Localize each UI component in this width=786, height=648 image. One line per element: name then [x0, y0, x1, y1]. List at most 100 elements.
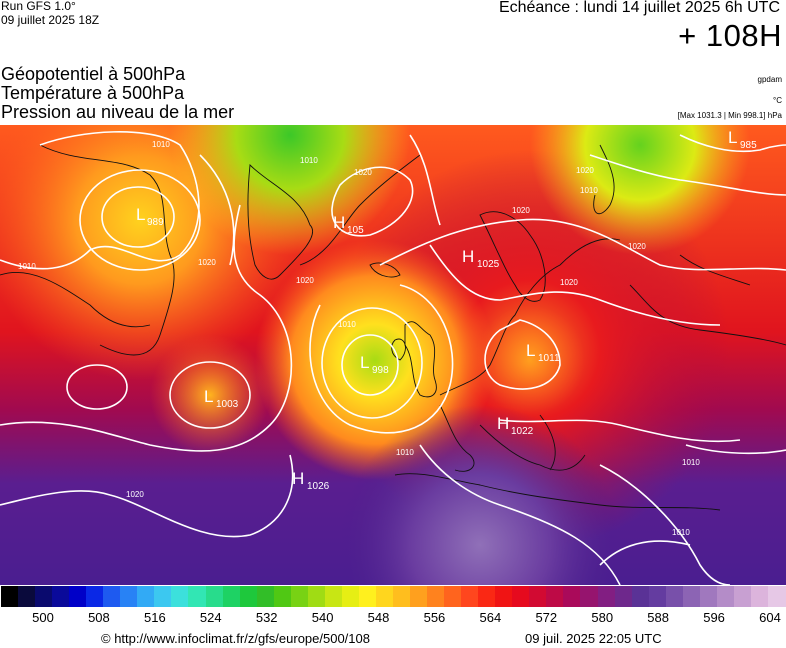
title-geopotential: Géopotentiel à 500hPa: [1, 64, 186, 84]
pressure-range: [Max 1031.3 | Min 998.1] hPa: [677, 111, 782, 120]
low-label: L: [360, 353, 369, 372]
isobar-label: 1010: [338, 320, 356, 329]
low-value: 985: [740, 140, 757, 151]
isobar-label: 1020: [296, 276, 314, 285]
forecast-valid-time: Echéance : lundi 14 juillet 2025 6h UTC: [498, 0, 780, 16]
isobar-label: 1010: [682, 458, 700, 467]
colorbar-tick-label: 604: [759, 610, 781, 625]
high-value: 1026: [307, 481, 330, 492]
colorbar-tick-label: 548: [367, 610, 390, 625]
colorbar-swatch: [239, 586, 258, 607]
colorbar-tick-label: 580: [591, 610, 614, 625]
isobar-label: 1010: [580, 186, 598, 195]
colorbar-swatch: [648, 586, 667, 607]
title-temperature: Température à 500hPa: [1, 83, 185, 103]
colorbar: [1, 586, 786, 607]
isobar-label: 1020: [126, 490, 144, 499]
colorbar-swatch: [529, 586, 547, 607]
low-value: 1011: [538, 353, 560, 364]
high-value: 1025: [477, 259, 500, 270]
colorbar-tick-label: 564: [479, 610, 502, 625]
colorbar-tick-label: 596: [703, 610, 725, 625]
colorbar-swatch: [444, 586, 462, 607]
high-value: 105: [347, 225, 364, 236]
colorbar-swatch: [631, 586, 650, 607]
colorbar-swatch: [205, 586, 224, 607]
colorbar-swatch: [410, 586, 428, 607]
colorbar-swatch: [546, 586, 565, 607]
colorbar-swatch: [375, 586, 394, 607]
high-value: 1022: [511, 426, 534, 437]
colorbar-swatch: [171, 586, 190, 607]
colorbar-tick-label: 556: [423, 610, 446, 625]
colorbar-tick-label: 500: [32, 610, 54, 625]
colorbar-swatch: [563, 586, 582, 607]
colorbar-swatch: [324, 586, 343, 607]
colorbar-swatch: [512, 586, 530, 607]
colorbar-swatch: [18, 586, 36, 607]
colorbar-swatch: [154, 586, 173, 607]
unit-geopotential: gpdam: [757, 75, 782, 84]
low-label: L: [136, 205, 145, 224]
isobar-label: 1010: [672, 528, 690, 537]
isobar-labels: 1010 1020 1010 1020 1010 1020 1020 1020 …: [18, 140, 700, 537]
isobar-label: 1020: [576, 166, 594, 175]
colorbar-swatch: [699, 586, 718, 607]
colorbar-swatch: [733, 586, 752, 607]
isobar-label: 1010: [18, 262, 36, 271]
isobar-label: 1020: [198, 258, 216, 267]
pressure-centres: H 105 H 1025 H 1022 H 1026 L 989 L 998 L…: [136, 128, 757, 492]
colorbar-swatch: [767, 586, 786, 607]
low-label: L: [728, 128, 737, 147]
colorbar-tick-label: 524: [199, 610, 222, 625]
weather-map: H 105 H 1025 H 1022 H 1026 L 989 L 998 L…: [0, 125, 786, 585]
run-date: 09 juillet 2025 18Z: [1, 13, 100, 27]
low-value: 989: [147, 217, 164, 228]
colorbar-tick-label: 588: [647, 610, 669, 625]
colorbar-tick-label: 508: [88, 610, 110, 625]
colorbar-tick-label: 516: [143, 610, 166, 625]
coastlines: [0, 144, 786, 511]
title-pressure: Pression au niveau de la mer: [1, 102, 235, 122]
high-label: H: [333, 213, 345, 232]
high-label: H: [497, 414, 509, 433]
low-value: 1003: [216, 399, 239, 410]
colorbar-swatch: [614, 586, 633, 607]
low-label: L: [526, 341, 535, 360]
run-label: Run GFS 1.0°: [1, 0, 76, 13]
colorbar-swatch: [478, 586, 496, 607]
colorbar-swatch: [188, 586, 207, 607]
forecast-horizon: + 108H: [678, 18, 782, 53]
low-value: 998: [372, 365, 389, 376]
isobar-label: 1020: [354, 168, 372, 177]
isobar-label: 1020: [560, 278, 578, 287]
colorbar-swatch: [1, 586, 19, 607]
colorbar-swatch: [222, 586, 241, 607]
source-url: © http://www.infoclimat.fr/z/gfs/europe/…: [101, 631, 370, 646]
isobar-label: 1010: [396, 448, 414, 457]
isobar-label: 1010: [152, 140, 170, 149]
colorbar-swatch: [103, 586, 121, 607]
low-label: L: [204, 387, 213, 406]
colorbar-tick-label: 532: [255, 610, 278, 625]
colorbar-swatch: [290, 586, 309, 607]
colorbar-swatch: [86, 586, 104, 607]
colorbar-swatch: [461, 586, 479, 607]
colorbar-swatch: [341, 586, 360, 607]
isobars: [0, 131, 786, 585]
isobar-label: 1020: [512, 206, 530, 215]
colorbar-swatch: [69, 586, 87, 607]
colorbar-swatch: [580, 586, 599, 607]
unit-temperature: °C: [773, 96, 782, 105]
colorbar-swatch: [495, 586, 513, 607]
colorbar-tick-label: 572: [535, 610, 558, 625]
isobar-label: 1010: [300, 156, 318, 165]
colorbar-swatch: [137, 586, 155, 607]
high-label: H: [292, 469, 304, 488]
colorbar-swatch: [256, 586, 275, 607]
colorbar-swatch: [427, 586, 445, 607]
high-label: H: [462, 247, 474, 266]
colorbar-swatch: [52, 586, 70, 607]
colorbar-ticks: 500 508 516 524 532 540 548 556 564 572 580 588 596 6…: [0, 610, 786, 626]
colorbar-swatch: [273, 586, 292, 607]
